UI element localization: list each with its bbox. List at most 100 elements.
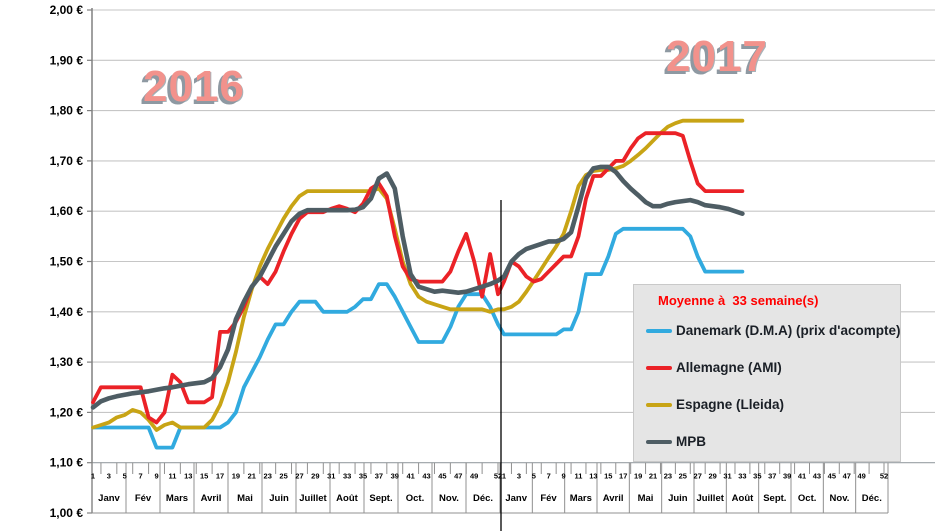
week-label-2017-w49: 49 xyxy=(857,472,865,481)
week-label-2017-w41: 41 xyxy=(798,472,806,481)
month-label-2017-juin: Juin xyxy=(668,493,688,504)
y-tick-label: 1,80 € xyxy=(50,104,84,118)
y-tick-label: 1,30 € xyxy=(50,355,84,369)
legend-entries: Danemark (D.M.A) (prix d'acompte) Allemag… xyxy=(646,312,901,460)
legend-entry-allemagne-ami: Allemagne (AMI) xyxy=(646,349,900,386)
month-label-2017-avril: Avril xyxy=(603,493,624,504)
month-label-2017-ao-t: Août xyxy=(732,493,754,504)
y-tick-label: 1,90 € xyxy=(50,53,84,67)
legend-swatch-allemagne-ami xyxy=(646,365,672,370)
week-label-2017-w9: 9 xyxy=(562,472,566,481)
week-label-2017-w23: 23 xyxy=(664,472,672,481)
month-label-2016-nov: Nov. xyxy=(439,493,459,504)
month-label-2016-mai: Mai xyxy=(237,493,253,504)
week-label-2016-w23: 23 xyxy=(264,472,272,481)
week-label-2016-w47: 47 xyxy=(454,472,462,481)
month-label-2016-juin: Juin xyxy=(269,493,289,504)
legend: Moyenne à 33 semaine(s) Danemark (D.M.A)… xyxy=(633,284,901,462)
week-label-2017-w52: 52 xyxy=(880,472,888,481)
y-tick-label: 1,60 € xyxy=(50,204,84,218)
month-label-2016-janv: Janv xyxy=(98,493,120,504)
month-label-2017-oct: Oct. xyxy=(798,493,816,504)
week-label-2016-w7: 7 xyxy=(139,472,143,481)
legend-label-danemark-d-m-a-prix-d-acompte: Danemark (D.M.A) (prix d'acompte) xyxy=(676,323,901,338)
week-label-2016-w45: 45 xyxy=(438,472,446,481)
week-label-2017-w5: 5 xyxy=(532,472,536,481)
week-label-2016-w13: 13 xyxy=(184,472,192,481)
week-label-2017-w17: 17 xyxy=(619,472,627,481)
week-label-2017-w11: 11 xyxy=(575,472,583,481)
month-label-2017-janv: Janv xyxy=(505,493,527,504)
legend-entry-danemark-d-m-a-prix-d-acompte: Danemark (D.M.A) (prix d'acompte) xyxy=(646,312,901,349)
legend-label-espagne-lleida: Espagne (Lleida) xyxy=(676,397,785,412)
y-tick-label: 1,40 € xyxy=(50,305,84,319)
month-label-2016-d-c: Déc. xyxy=(473,493,493,504)
week-label-2017-w33: 33 xyxy=(738,472,746,481)
week-label-2016-w29: 29 xyxy=(311,472,319,481)
month-label-2016-avril: Avril xyxy=(201,493,222,504)
year-label-2016: 2016 xyxy=(143,62,245,111)
y-tick-label: 2,00 € xyxy=(50,3,84,17)
week-label-2017-w7: 7 xyxy=(547,472,551,481)
week-label-2016-w27: 27 xyxy=(295,472,303,481)
week-label-2016-w52: 52 xyxy=(494,472,502,481)
week-label-2016-w5: 5 xyxy=(123,472,127,481)
week-label-2017-w31: 31 xyxy=(723,472,731,481)
legend-swatch-espagne-lleida xyxy=(646,402,672,407)
week-label-2017-w29: 29 xyxy=(708,472,716,481)
legend-swatch-mpb xyxy=(646,439,672,444)
month-label-2016-juillet: Juillet xyxy=(299,493,327,504)
y-tick-label: 1,20 € xyxy=(50,405,84,419)
week-label-2016-w37: 37 xyxy=(375,472,383,481)
month-label-2017-d-c: Déc. xyxy=(862,493,882,504)
week-label-2017-w3: 3 xyxy=(517,472,521,481)
week-label-2016-w1: 1 xyxy=(91,472,95,481)
month-label-2016-f-v: Fév xyxy=(135,493,152,504)
week-label-2016-w21: 21 xyxy=(248,472,256,481)
week-label-2016-w41: 41 xyxy=(406,472,414,481)
week-label-2016-w49: 49 xyxy=(470,472,478,481)
week-label-2016-w35: 35 xyxy=(359,472,367,481)
legend-label-allemagne-ami: Allemagne (AMI) xyxy=(676,360,782,375)
week-label-2016-w3: 3 xyxy=(107,472,111,481)
legend-swatch-danemark-d-m-a-prix-d-acompte xyxy=(646,328,672,333)
week-label-2016-w33: 33 xyxy=(343,472,351,481)
x-axis-band xyxy=(91,462,889,513)
week-label-2017-w25: 25 xyxy=(679,472,687,481)
week-label-2017-w39: 39 xyxy=(783,472,791,481)
legend-title: Moyenne à 33 semaine(s) xyxy=(658,293,819,308)
series-line-mpb xyxy=(90,164,745,410)
y-axis-labels: 2,00 € 1,90 € 1,80 € 1,70 € 1,60 € 1,50 € 1,40… xyxy=(50,3,84,520)
month-label-2016-mars: Mars xyxy=(166,493,188,504)
week-label-2017-w27: 27 xyxy=(694,472,702,481)
y-tick-label: 1,00 € xyxy=(50,506,84,520)
month-label-2017-f-v: Fév xyxy=(540,493,557,504)
month-label-2017-nov: Nov. xyxy=(830,493,850,504)
month-label-2017-mars: Mars xyxy=(570,493,592,504)
month-label-2016-oct: Oct. xyxy=(406,493,424,504)
week-label-2016-w11: 11 xyxy=(168,472,176,481)
week-label-2017-w1: 1 xyxy=(502,472,506,481)
legend-entry-espagne-lleida: Espagne (Lleida) xyxy=(646,386,900,423)
month-label-2016-sept: Sept. xyxy=(369,493,392,504)
week-label-2017-w15: 15 xyxy=(604,472,612,481)
week-label-2017-w35: 35 xyxy=(753,472,761,481)
week-label-2016-w43: 43 xyxy=(422,472,430,481)
week-label-2017-w13: 13 xyxy=(589,472,597,481)
legend-entry-mpb: MPB xyxy=(646,423,900,460)
month-labels: Janv Fév Mars Avril Mai Juin Juillet Août Sept. O… xyxy=(98,493,882,504)
month-label-2017-juillet: Juillet xyxy=(696,493,724,504)
week-label-2016-w15: 15 xyxy=(200,472,208,481)
month-label-2017-sept: Sept. xyxy=(763,493,786,504)
y-tick-label: 1,70 € xyxy=(50,154,84,168)
series-line-allemagne-ami xyxy=(91,131,745,425)
week-labels: 1 3 5 7 9 11 13 15 17 19 21 23 25 27 29 31 33 35 37 39 41 43 4… xyxy=(91,472,888,481)
series-line-espagne-lleida xyxy=(91,118,745,432)
week-label-2017-w43: 43 xyxy=(813,472,821,481)
week-label-2017-w37: 37 xyxy=(768,472,776,481)
legend-label-mpb: MPB xyxy=(676,434,706,449)
month-label-2017-mai: Mai xyxy=(638,493,654,504)
week-label-2017-w45: 45 xyxy=(828,472,836,481)
week-label-2016-w25: 25 xyxy=(279,472,287,481)
